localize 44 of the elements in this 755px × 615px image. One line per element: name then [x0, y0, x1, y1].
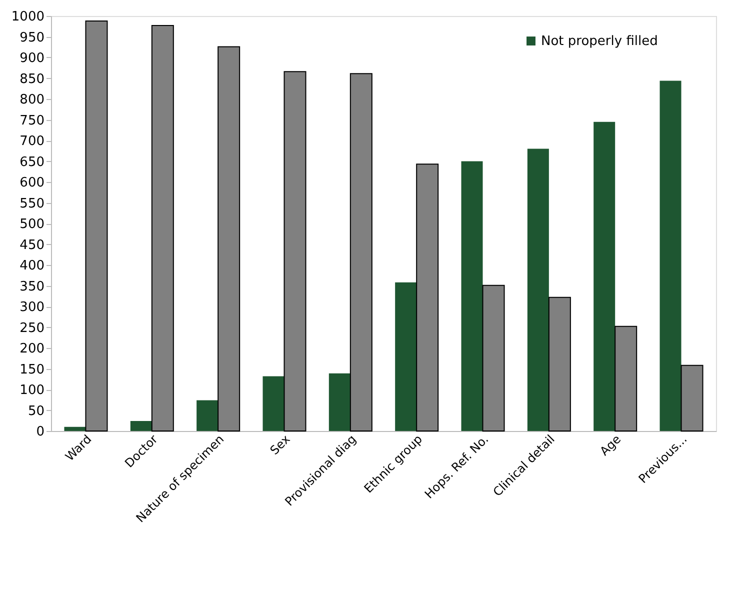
y-tick-label: 350	[20, 279, 44, 294]
y-tick-label: 150	[20, 362, 44, 378]
bar	[395, 282, 417, 431]
bar	[482, 284, 505, 432]
bar	[151, 25, 174, 432]
y-tick-label: 300	[20, 300, 44, 315]
y-tick-label: 750	[20, 113, 44, 128]
y-tick-label: 800	[20, 92, 44, 108]
y-tick-label: 600	[20, 176, 44, 190]
y-tick-label: 250	[20, 320, 44, 336]
y-tick-label: 950	[20, 30, 44, 46]
bar	[680, 364, 704, 432]
bar	[262, 376, 284, 431]
bar	[218, 46, 240, 432]
legend-label: Not properly filled	[541, 34, 658, 49]
bar	[85, 20, 108, 432]
bar	[548, 296, 571, 432]
y-tick-label: 700	[20, 134, 44, 149]
bar	[196, 400, 218, 431]
x-tick-label: Sex	[267, 432, 293, 458]
x-tick-label: Age	[597, 432, 624, 458]
bar	[328, 373, 350, 431]
y-tick-label: 100	[20, 383, 44, 398]
bar	[284, 71, 306, 432]
bar	[350, 73, 372, 432]
y-tick-label: 200	[20, 342, 44, 356]
bar	[614, 326, 638, 432]
bar	[594, 122, 616, 431]
bar	[416, 164, 439, 432]
y-tick-label: 0	[36, 424, 44, 440]
y-tick-label: 50	[28, 404, 44, 419]
y-tick-label: 500	[20, 217, 44, 232]
y-tick-label: 550	[20, 196, 44, 212]
bar	[527, 148, 549, 431]
bar	[660, 80, 682, 431]
y-tick-label: 900	[20, 51, 44, 66]
bar	[64, 426, 86, 431]
y-tick-label: 450	[20, 238, 44, 253]
y-tick-label: 650	[20, 154, 44, 170]
bar	[461, 161, 483, 431]
bar	[130, 421, 152, 431]
y-tick-label: 400	[20, 258, 44, 274]
y-tick-label: 850	[20, 72, 44, 87]
y-tick-label: 1000	[11, 10, 44, 24]
